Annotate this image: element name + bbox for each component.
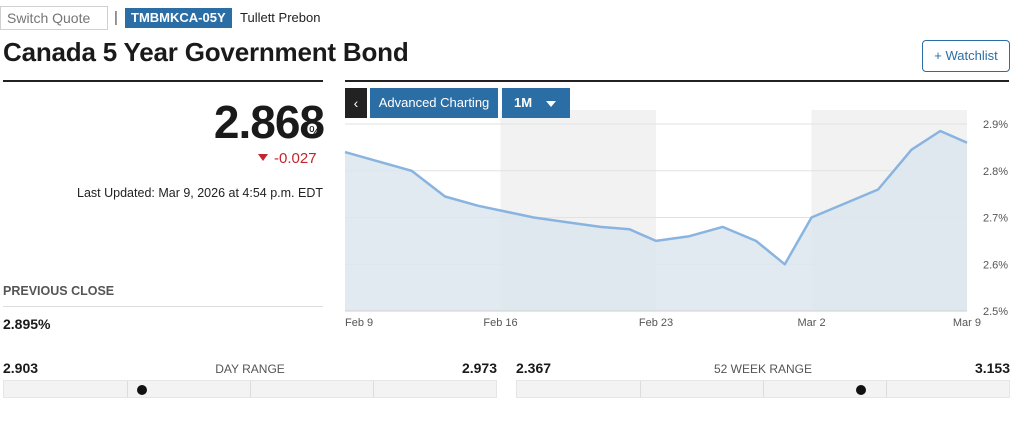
range-divider — [763, 381, 764, 397]
week52-range: 2.367 52 WEEK RANGE 3.153 — [516, 360, 1010, 400]
ticker-badge[interactable]: TMBMKCA-05Y — [125, 8, 232, 28]
day-range-marker — [136, 385, 147, 395]
y-tick-label: 2.8% — [983, 166, 1008, 178]
day-range-low: 2.903 — [3, 360, 39, 376]
day-range-track — [3, 380, 497, 398]
series-line — [344, 129, 968, 266]
divider-left — [3, 80, 323, 82]
quote-change: -0.027 — [258, 150, 317, 167]
quote-change-value: -0.027 — [274, 150, 317, 167]
x-tick-label: Feb 23 — [639, 317, 673, 329]
quote-price: 2.868 — [213, 96, 325, 148]
divider-right — [345, 80, 1009, 82]
separator: | — [114, 9, 118, 26]
x-tick-label: Feb 9 — [345, 317, 373, 329]
week52-range-track — [516, 380, 1010, 398]
previous-close-divider — [3, 306, 323, 307]
previous-close-value: 2.895% — [3, 316, 51, 332]
range-divider — [127, 381, 128, 397]
y-tick-label: 2.7% — [983, 213, 1008, 225]
chevron-left-icon[interactable]: ‹ — [345, 88, 367, 118]
week52-range-high: 3.153 — [974, 360, 1010, 376]
series-area — [345, 131, 967, 311]
previous-close-label: PREVIOUS CLOSE — [3, 284, 115, 298]
range-divider — [640, 381, 641, 397]
chevron-down-icon[interactable] — [546, 101, 556, 107]
x-tick-label: Mar 9 — [953, 317, 981, 329]
week52-range-low: 2.367 — [516, 360, 552, 376]
down-arrow-icon — [258, 154, 268, 161]
day-range-label: DAY RANGE — [215, 362, 285, 376]
top-bar: | TMBMKCA-05Y Tullett Prebon — [0, 6, 1024, 30]
advanced-charting-button[interactable]: Advanced Charting — [370, 88, 498, 118]
day-range: 2.903 DAY RANGE 2.973 — [3, 360, 497, 400]
last-updated: Last Updated: Mar 9, 2026 at 4:54 p.m. E… — [77, 186, 323, 200]
range-divider — [886, 381, 887, 397]
x-tick-label: Feb 16 — [483, 317, 517, 329]
y-tick-label: 2.6% — [983, 259, 1008, 271]
watchlist-button[interactable]: + Watchlist — [922, 40, 1010, 72]
switch-quote-input[interactable] — [0, 6, 108, 30]
y-tick-label: 2.9% — [983, 119, 1008, 131]
range-divider — [373, 381, 374, 397]
data-source: Tullett Prebon — [240, 10, 321, 25]
range-select-label: 1M — [514, 95, 533, 110]
day-range-high: 2.973 — [461, 360, 497, 376]
week52-range-marker — [856, 385, 867, 395]
page-title: Canada 5 Year Government Bond — [3, 37, 409, 67]
range-select[interactable]: 1M — [502, 88, 570, 118]
range-divider — [250, 381, 251, 397]
x-tick-label: Mar 2 — [797, 317, 825, 329]
week52-range-label: 52 WEEK RANGE — [713, 362, 813, 376]
y-tick-label: 2.5% — [983, 306, 1008, 318]
quote-unit: % — [309, 123, 323, 140]
